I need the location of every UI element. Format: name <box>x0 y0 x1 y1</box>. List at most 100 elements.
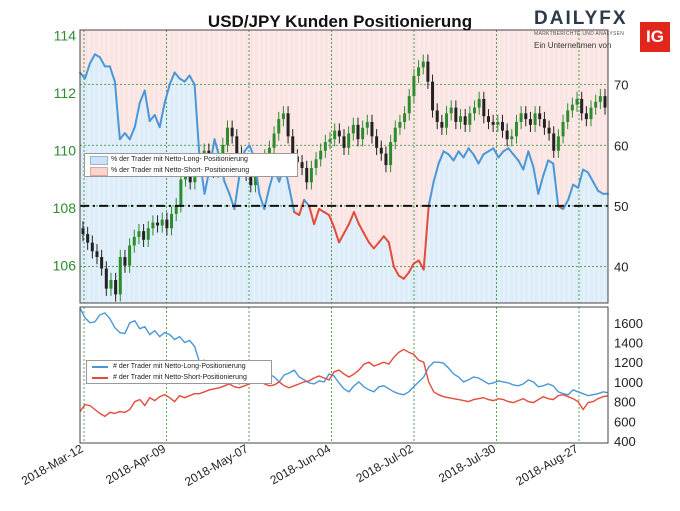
percent-line-segment <box>492 147 500 159</box>
percent-line-segment <box>562 198 570 210</box>
date-tick-label: 2018-May-07 <box>182 441 251 489</box>
percent-line-segment <box>352 211 360 226</box>
candle-body <box>445 113 449 128</box>
percent-legend: % der Trader mit Netto-Long- Positionier… <box>84 153 298 177</box>
candle-body <box>132 236 136 246</box>
percent-line-segment <box>587 171 595 183</box>
price-tick-label: 106 <box>53 258 77 274</box>
percent-line-segment <box>377 235 385 244</box>
percent-line-segment <box>522 150 530 171</box>
candle-body <box>361 127 365 140</box>
candle-body <box>482 98 486 117</box>
percent-line-segment <box>168 71 176 86</box>
legend-line-long <box>92 366 108 368</box>
trader-count-axis-ticks: 400 600 800 1000 1200 1400 1600 <box>614 316 643 449</box>
count-tick-label: 800 <box>614 395 636 410</box>
ig-logo: IG <box>640 22 670 52</box>
percent-line-segment <box>88 53 96 65</box>
percent-line-segment <box>328 214 336 229</box>
percent-line-segment <box>567 183 575 201</box>
candle-body <box>500 121 504 131</box>
count-tick-label: 1400 <box>614 335 643 350</box>
percent-line-segment <box>79 71 86 80</box>
candle-body <box>314 159 318 168</box>
percent-line-segment <box>183 74 191 83</box>
legend-item-short-count: # der Trader mit Netto-Short-Positionier… <box>87 372 271 383</box>
candle-body <box>561 121 565 137</box>
count-tick-label: 1000 <box>614 375 643 390</box>
candle-body <box>267 147 271 157</box>
percent-line-segment <box>362 232 370 244</box>
date-tick-label: 2018-Apr-09 <box>103 441 168 487</box>
legend-label-short-percent: % der Trader mit Netto-Short- Positionie… <box>111 167 250 174</box>
brand-daily-text: DAILY <box>534 8 600 29</box>
percent-line-segment <box>343 223 350 235</box>
candle-body <box>417 67 421 76</box>
percent-line-segment <box>427 180 435 207</box>
percent-line-segment <box>592 180 600 192</box>
percent-line-segment <box>158 101 166 129</box>
candle-body <box>319 150 323 160</box>
percent-line-segment <box>477 153 485 165</box>
candle-body <box>398 121 402 128</box>
price-axis-ticks: 106 108 110 112 114 <box>53 28 77 274</box>
percent-line-segment <box>98 56 106 68</box>
count-tick-label: 400 <box>614 434 636 449</box>
percent-line-segment <box>392 265 400 277</box>
candle-body <box>170 213 174 229</box>
price-tick-label: 114 <box>54 28 77 44</box>
candle-body <box>286 113 290 137</box>
percent-line-segment <box>118 132 126 141</box>
candle-body <box>421 61 425 68</box>
candle-body <box>165 219 169 229</box>
candle-body <box>463 116 467 125</box>
percent-line-segment <box>357 223 365 235</box>
candle-body <box>291 136 295 157</box>
percent-line-segment <box>422 204 430 271</box>
percent-line-segment <box>113 80 121 141</box>
percent-tick-label: 70 <box>614 78 628 93</box>
dailyfx-logo: DAILYFX MARKTBERICHTE UND ANALYSEN Ein U… <box>534 8 674 58</box>
date-tick-label: 2018-Jul-02 <box>354 441 416 485</box>
legend-label-long-count: # der Trader mit Netto-Long-Positionieru… <box>113 363 246 370</box>
count-series-line <box>79 348 609 418</box>
percent-line-segment <box>512 153 520 162</box>
candle-body <box>221 144 225 157</box>
candle-body <box>142 231 146 240</box>
percent-line-segment <box>173 71 181 80</box>
candle-body <box>431 81 435 111</box>
candle-body <box>603 96 607 108</box>
candle-body <box>305 167 309 183</box>
candle-body <box>230 127 234 137</box>
date-tick-label: 2018-Jul-30 <box>436 441 498 485</box>
legend-swatch-short <box>90 167 108 176</box>
candle-body <box>598 96 602 102</box>
count-tick-label: 1600 <box>614 316 643 331</box>
candle-body <box>505 130 509 140</box>
percent-tick-label: 60 <box>614 138 628 153</box>
percent-line-segment <box>542 159 550 177</box>
candle-body <box>100 257 104 269</box>
legend-item-short-percent: % der Trader mit Netto-Short- Positionie… <box>85 165 297 176</box>
candle-body <box>81 228 85 235</box>
percent-line-segment <box>372 241 380 250</box>
candle-body <box>309 167 313 183</box>
percent-line-segment <box>537 174 545 195</box>
candle-body <box>491 121 495 125</box>
candle-body <box>566 110 570 122</box>
percent-line-segment <box>138 89 146 104</box>
brand-tagline: MARKTBERICHTE UND ANALYSEN <box>534 31 625 37</box>
percent-line-segment <box>457 150 465 159</box>
percent-line-segment <box>308 204 316 226</box>
legend-line-short <box>92 377 108 379</box>
candle-body <box>580 98 584 114</box>
candle-body <box>589 107 593 120</box>
top-panel-border <box>79 29 609 304</box>
candle-body <box>179 179 183 206</box>
percent-line-segment <box>338 232 345 244</box>
percent-line-segment <box>193 83 201 159</box>
percent-line-segment <box>163 83 171 104</box>
candle-body <box>528 119 532 125</box>
long-percent-line <box>79 53 609 280</box>
percent-line-segment <box>467 147 475 156</box>
